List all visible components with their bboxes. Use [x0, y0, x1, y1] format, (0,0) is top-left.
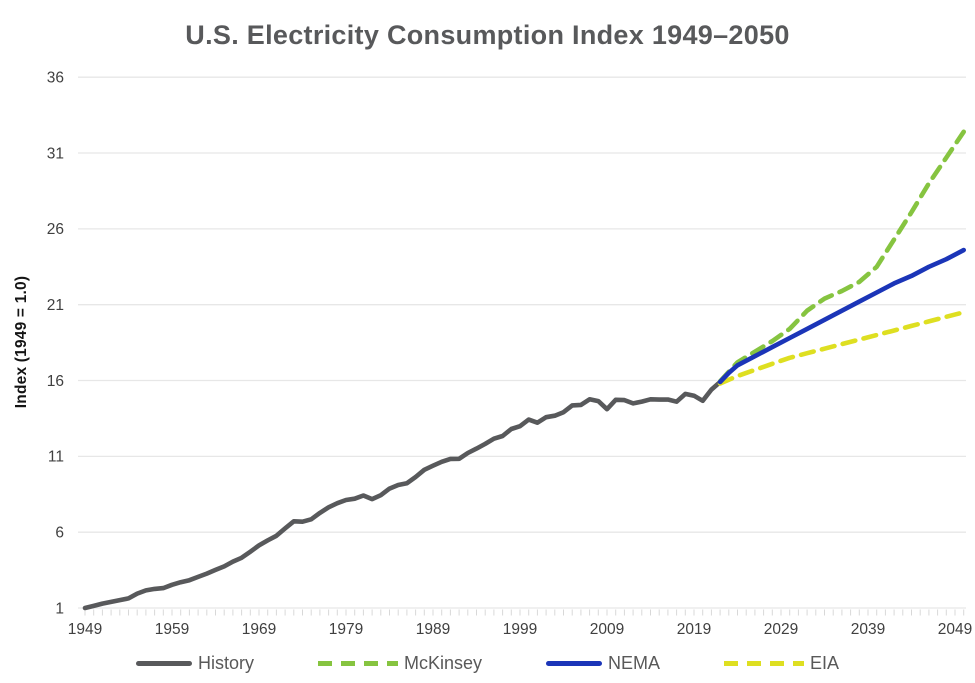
y-tick-label-1: 1 [55, 600, 64, 617]
y-tick-label-11: 11 [48, 449, 64, 466]
x-tick-label-2029: 2029 [764, 621, 798, 638]
legend-label-eia: EIA [810, 652, 840, 673]
eia-line [717, 309, 967, 386]
legend-item-history: History [135, 652, 254, 674]
history-line [82, 379, 723, 611]
y-tick-label-36: 36 [47, 69, 64, 86]
y-tick-label-6: 6 [55, 524, 64, 541]
legend-swatch-nema [546, 660, 602, 666]
legend-item-eia: EIA [724, 653, 839, 674]
nema-line [717, 247, 967, 385]
y-tick-label-31: 31 [47, 145, 64, 162]
y-tick-label-21: 21 [47, 297, 64, 314]
y-tick-label-26: 26 [47, 221, 64, 238]
x-tick-label-2019: 2019 [677, 621, 711, 638]
legend-item-mckinsey: McKinsey [317, 652, 482, 674]
y-tick-label-16: 16 [47, 373, 64, 390]
x-tick-label-1999: 1999 [503, 621, 537, 638]
x-tick-label-2049: 2049 [938, 621, 972, 638]
x-tick-label-1969: 1969 [242, 621, 276, 638]
legend-swatch-history [135, 660, 192, 666]
legend-label-mckinsey: McKinsey [403, 652, 482, 673]
x-tick-label-2039: 2039 [851, 621, 885, 638]
chart-legend: History McKinsey NEMA EIA [0, 650, 975, 676]
x-tick-label-1989: 1989 [416, 621, 450, 638]
mckinsey-line [717, 129, 967, 384]
x-tick-label-1949: 1949 [68, 621, 102, 638]
legend-swatch-eia [724, 660, 805, 666]
chart-title: U.S. Electricity Consumption Index 1949–… [185, 20, 790, 50]
legend-swatch-mckinsey [317, 660, 398, 666]
legend-label-history: History [197, 652, 254, 673]
x-tick-label-1959: 1959 [155, 621, 189, 638]
x-tick-label-2009: 2009 [590, 621, 624, 638]
x-tick-label-1979: 1979 [329, 621, 363, 638]
legend-label-nema: NEMA [608, 652, 661, 673]
legend-item-nema: NEMA [546, 653, 660, 674]
